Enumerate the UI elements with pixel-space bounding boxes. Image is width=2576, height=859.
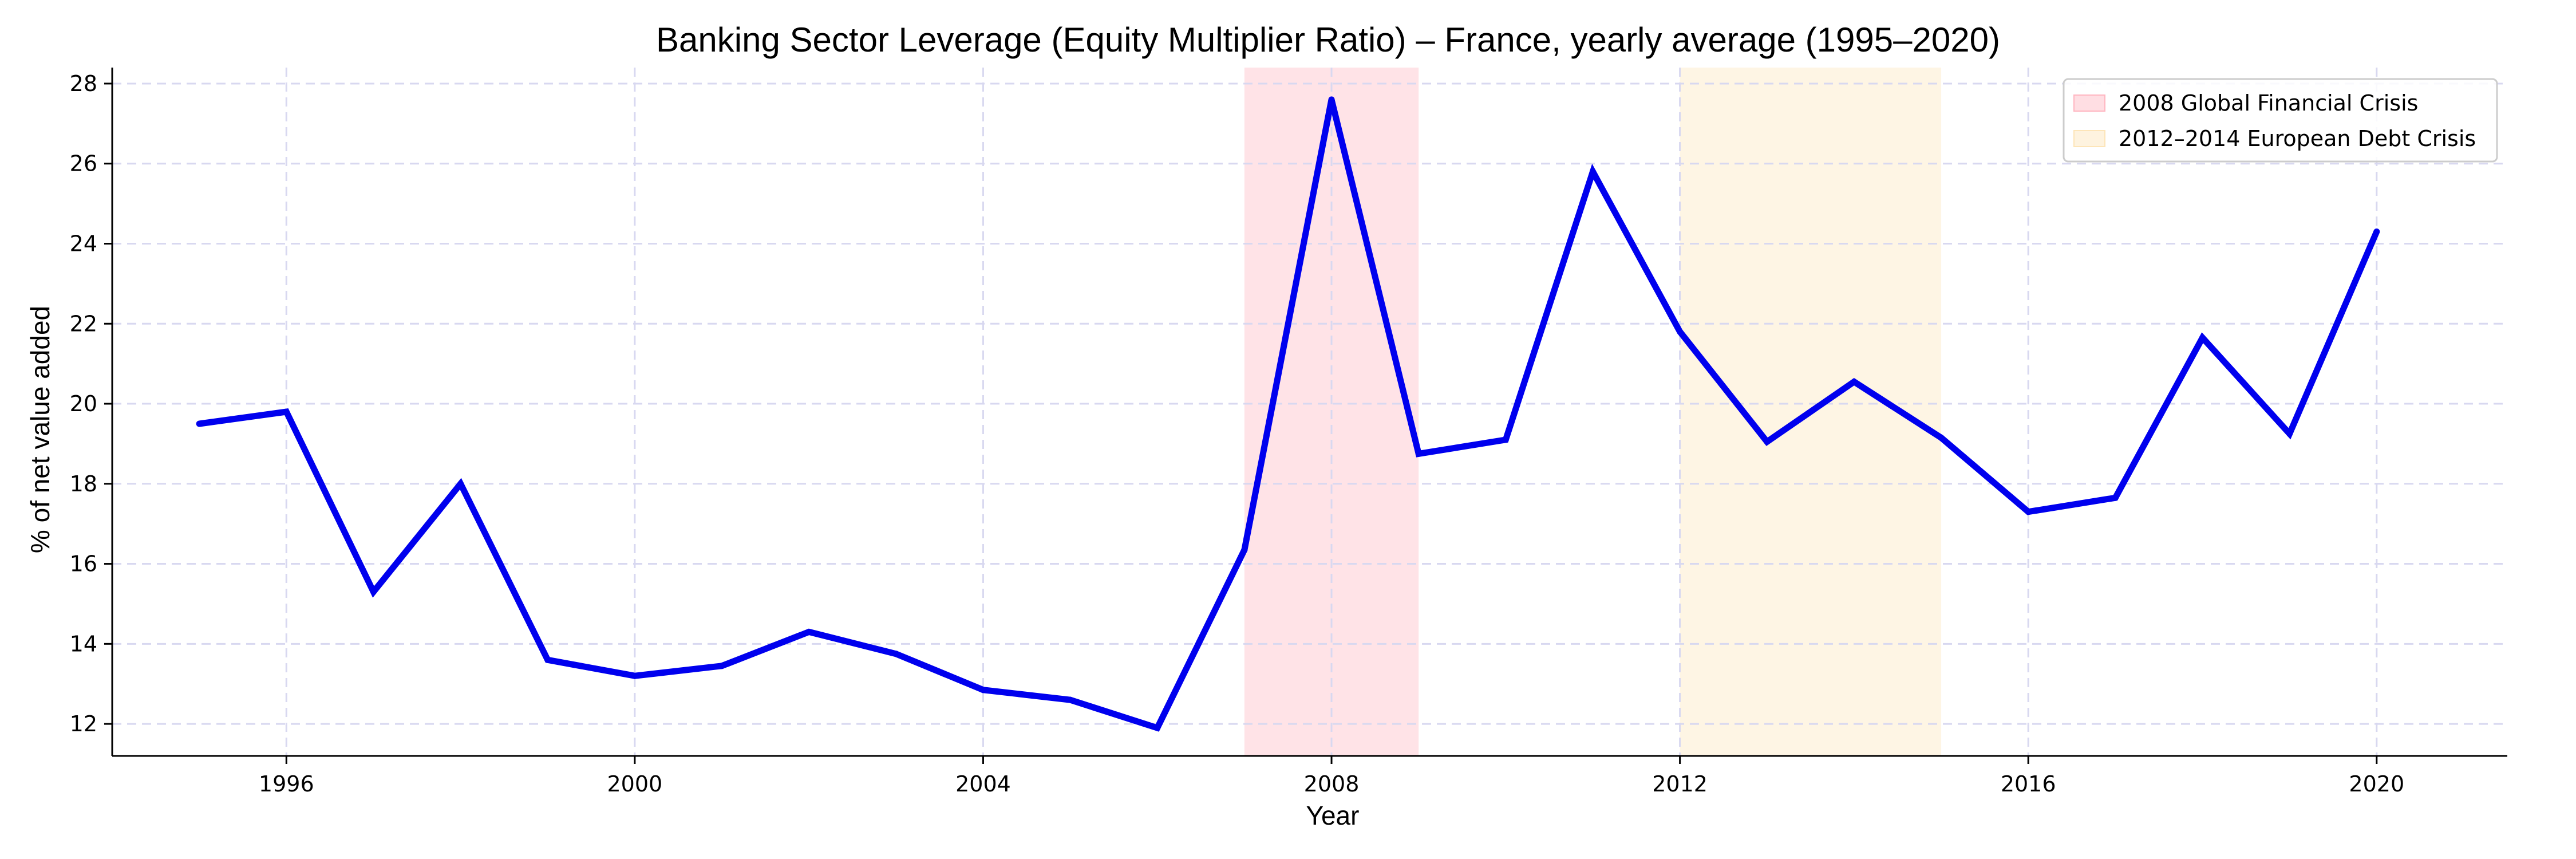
data-point [1851, 379, 1858, 385]
data-point [1677, 328, 1684, 335]
data-point [1067, 696, 1074, 703]
y-tick-label: 26 [70, 151, 97, 176]
legend-box [2063, 78, 2498, 163]
x-tick-label: 2012 [1652, 771, 1708, 797]
data-point [1502, 436, 1509, 443]
x-tick-label: 2020 [2349, 771, 2404, 797]
data-point [631, 672, 638, 679]
data-point [1154, 724, 1161, 731]
legend-entry-1: 2008 Global Financial Crisis [2119, 90, 2418, 116]
y-axis-label: % of net value added [25, 306, 55, 553]
x-tick-label: 2004 [955, 771, 1011, 797]
x-tick-label: 1996 [259, 771, 314, 797]
data-point [544, 656, 551, 663]
y-tick-label: 16 [70, 551, 97, 577]
series-line-1 [199, 98, 2380, 732]
x-axis-label: Year [1306, 801, 1360, 830]
data-point [1241, 546, 1248, 553]
chart-title: Banking Sector Leverage (Equity Multipli… [656, 21, 2000, 59]
y-tick-label: 18 [70, 471, 97, 497]
plot-area: 12 14 16 18 20 22 24 26 28 1996 2000 2004 2008 2012 20… [70, 68, 2507, 797]
data-point [2373, 228, 2380, 235]
y-tick-label: 22 [70, 311, 97, 336]
data-point [2286, 430, 2293, 437]
legend-swatch-2 [2073, 130, 2105, 147]
x-tick-label: 2008 [1304, 771, 1360, 797]
x-tick-label: 2000 [607, 771, 663, 797]
data-point [457, 480, 464, 487]
y-tick-label: 20 [70, 391, 97, 416]
data-point [2025, 509, 2032, 515]
data-point [1589, 168, 1596, 175]
legend: 2008 Global Financial Crisis 2012–2014 Eu… [2063, 78, 2498, 163]
data-point [718, 663, 725, 669]
y-tick-label: 12 [70, 711, 97, 736]
data-point [1764, 438, 1771, 445]
data-point [370, 588, 377, 595]
data-point [1938, 434, 1945, 441]
legend-swatch-1 [2073, 94, 2105, 112]
data-point [979, 687, 986, 693]
data-point [892, 651, 899, 657]
legend-entry-2: 2012–2014 European Debt Crisis [2119, 126, 2476, 151]
y-tick-label: 28 [70, 71, 97, 96]
y-tick-label: 14 [70, 631, 97, 656]
data-point [805, 628, 812, 635]
data-point [283, 408, 290, 415]
data-point [2112, 494, 2119, 501]
y-tick-label: 24 [70, 231, 97, 256]
data-point [2199, 334, 2206, 341]
x-tick-label: 2016 [2001, 771, 2056, 797]
data-point [1328, 96, 1335, 103]
data-point [1415, 450, 1422, 457]
data-point [196, 420, 203, 427]
